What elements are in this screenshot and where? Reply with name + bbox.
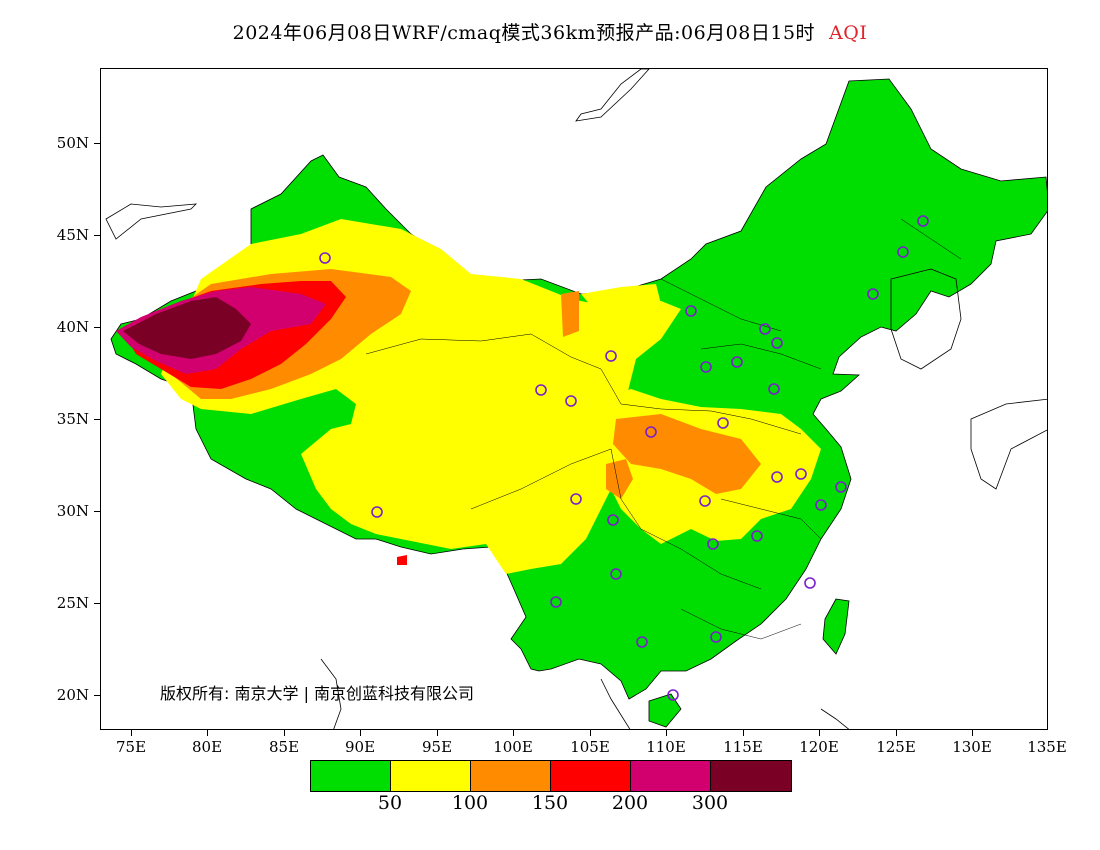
lat-tick (94, 603, 100, 604)
aqi-zone-hazardous (123, 297, 251, 359)
lat-label: 50N (56, 134, 89, 152)
aqi-zone-usg-loess (561, 291, 579, 337)
lon-tick (437, 730, 438, 736)
title-product: AQI (829, 22, 868, 44)
lon-label: 85E (268, 738, 300, 756)
lat-tick (94, 143, 100, 144)
lon-label: 90E (344, 738, 376, 756)
lat-tick (94, 695, 100, 696)
lat-tick (94, 327, 100, 328)
taiwan-island (822, 598, 850, 655)
aqi-map-svg (105, 69, 1047, 729)
city-markers (319, 215, 929, 701)
legend-swatch (711, 761, 791, 791)
lon-label: 125E (876, 738, 916, 756)
lon-label: 120E (799, 738, 839, 756)
legend-label: 50 (377, 792, 403, 814)
map-title: 2024年06月08日WRF/cmaq模式36km预报产品:06月08日15时 A… (0, 18, 1100, 45)
legend-swatch (471, 761, 551, 791)
lon-label: 130E (952, 738, 992, 756)
lon-label: 105E (570, 738, 610, 756)
legend-swatch (311, 761, 391, 791)
lon-label: 80E (191, 738, 223, 756)
aqi-zone-unhealthy-small (397, 555, 407, 565)
lat-label: 40N (56, 318, 89, 336)
lon-label: 75E (115, 738, 147, 756)
lon-tick (819, 730, 820, 736)
legend-label: 200 (611, 792, 649, 814)
lat-tick (94, 511, 100, 512)
lat-label: 20N (56, 686, 89, 704)
japan-coast (970, 398, 1047, 490)
legend-swatch (631, 761, 711, 791)
aqi-zone-usg-sichuan (606, 459, 633, 499)
gulf-coast-south (320, 658, 850, 729)
aqi-zone-moderate-north (581, 284, 661, 334)
lon-tick (896, 730, 897, 736)
korea-japan-coast (890, 268, 962, 370)
legend-swatch (551, 761, 631, 791)
lon-tick (743, 730, 744, 736)
lon-tick (590, 730, 591, 736)
lat-label: 25N (56, 594, 89, 612)
legend-swatch (391, 761, 471, 791)
lat-label: 30N (56, 502, 89, 520)
lon-tick (284, 730, 285, 736)
legend-label: 150 (531, 792, 569, 814)
lat-tick (94, 235, 100, 236)
legend-label: 300 (691, 792, 729, 814)
lon-tick (360, 730, 361, 736)
lon-label: 115E (723, 738, 763, 756)
aqi-zone-usg-central (613, 414, 761, 494)
map-frame (100, 68, 1048, 730)
lat-label: 45N (56, 226, 89, 244)
sakhalin-coast (575, 69, 650, 122)
province-boundaries (365, 218, 962, 640)
lon-tick (131, 730, 132, 736)
lat-tick (94, 419, 100, 420)
copyright-text: 版权所有: 南京大学 | 南京创蓝科技有限公司 (160, 684, 475, 703)
lon-label: 110E (646, 738, 686, 756)
lon-tick (513, 730, 514, 736)
lon-label: 100E (493, 738, 533, 756)
lon-label: 135E (1027, 738, 1067, 756)
lat-label: 35N (56, 410, 89, 428)
lon-label: 95E (421, 738, 453, 756)
lon-tick (666, 730, 667, 736)
caspian-coast (105, 203, 198, 240)
lon-tick (207, 730, 208, 736)
title-main: 2024年06月08日WRF/cmaq模式36km预报产品:06月08日15时 (232, 22, 816, 44)
lon-tick (972, 730, 973, 736)
legend-label: 100 (451, 792, 489, 814)
aqi-legend (310, 760, 792, 792)
